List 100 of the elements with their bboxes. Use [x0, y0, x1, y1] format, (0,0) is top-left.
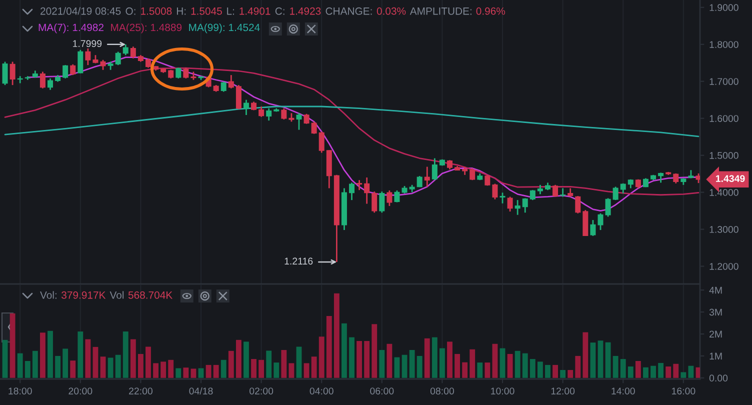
- bar: [590, 342, 596, 378]
- bar: [356, 341, 362, 378]
- annotation: Vol: [110, 291, 124, 299]
- candlestick: [220, 81, 226, 92]
- annotation: CHANGE:: [326, 7, 372, 15]
- bar: [680, 372, 686, 378]
- candlestick: [243, 99, 249, 116]
- bar: [85, 339, 91, 378]
- annotation: L:: [227, 8, 234, 15]
- bar: [115, 354, 121, 378]
- candlestick: [372, 190, 378, 214]
- x-tick-label: 22:00: [129, 388, 152, 394]
- bar: [311, 356, 317, 378]
- bar: [620, 359, 626, 378]
- candlestick: [590, 219, 596, 237]
- bar: [522, 353, 528, 378]
- bar: [190, 368, 196, 378]
- bar: [484, 362, 490, 378]
- bar: [100, 356, 106, 378]
- candlestick: [514, 199, 520, 216]
- bar: [342, 323, 347, 378]
- bar: [130, 339, 136, 378]
- annotation: 1.4923: [290, 7, 321, 15]
- bar: [537, 362, 543, 378]
- bar: [160, 362, 166, 378]
- bar: [386, 344, 392, 378]
- bar: [402, 354, 408, 378]
- x-tick-label: 06:00: [370, 388, 394, 394]
- candlestick: [122, 44, 128, 56]
- candlestick: [537, 184, 543, 195]
- bar: [318, 336, 324, 378]
- text: MA(25): 1.4889: [111, 24, 182, 34]
- x-tick-label: 04/18: [189, 387, 213, 394]
- x-tick-label: 02:00: [250, 388, 274, 394]
- line-series: [4, 67, 700, 196]
- annotation: AMPLITUDE:: [410, 8, 472, 15]
- bar: [122, 332, 128, 378]
- annotation: 1.5008: [141, 7, 172, 15]
- bar: [424, 338, 430, 378]
- bar: [206, 364, 212, 378]
- candlestick: [176, 66, 182, 80]
- bar: [138, 354, 144, 378]
- candlestick: [266, 108, 272, 122]
- candlestick: [386, 190, 392, 207]
- candlestick: [145, 58, 151, 68]
- candlestick: [598, 212, 604, 231]
- annotation: 1.4901: [240, 7, 270, 15]
- bar: [477, 362, 483, 378]
- candlestick: [78, 49, 84, 74]
- bar: [55, 356, 61, 378]
- bar: [454, 354, 460, 378]
- candlestick: [258, 106, 264, 118]
- candlestick: [364, 176, 370, 204]
- candlestick: [2, 61, 8, 86]
- bar: [220, 360, 226, 378]
- candlestick: [612, 186, 618, 201]
- candlestick: [236, 84, 242, 110]
- bar: [274, 362, 280, 378]
- y-tick-label: 1.5000: [710, 152, 738, 159]
- x-tick-label: 12:00: [551, 388, 575, 394]
- candlestick: [500, 192, 506, 204]
- annotation: 568.704K: [128, 291, 172, 299]
- bar: [92, 346, 98, 378]
- bar: [379, 350, 385, 378]
- bar: [183, 368, 189, 378]
- bar: [213, 364, 219, 378]
- bar: [492, 344, 498, 378]
- candlestick: [130, 46, 136, 60]
- bar: [507, 354, 513, 378]
- bar: [598, 340, 604, 378]
- bar: [530, 359, 536, 378]
- bar: [372, 324, 378, 378]
- bar: [78, 332, 84, 378]
- candlestick: [696, 172, 700, 184]
- annotation: 379.917K: [62, 291, 106, 299]
- bar: [326, 316, 332, 378]
- candlestick: [47, 78, 54, 91]
- x-tick-label: 08:00: [430, 388, 454, 394]
- bar: [500, 348, 506, 378]
- text: MA(7): 1.4982: [38, 24, 104, 34]
- bar: [153, 363, 158, 378]
- candlestick: [70, 64, 76, 76]
- bar: [258, 360, 264, 378]
- x-tick-label: 20:00: [68, 388, 92, 394]
- bar: [168, 360, 174, 378]
- bar: [288, 363, 294, 378]
- y-tick-label: 3M: [709, 308, 722, 316]
- bar: [244, 342, 249, 378]
- bar: [32, 350, 38, 378]
- bar: [198, 368, 204, 378]
- candlestick: [228, 74, 234, 90]
- bar: [228, 350, 234, 378]
- candlestick: [10, 61, 16, 86]
- y-tick-label: 2M: [710, 330, 722, 338]
- bar: [416, 356, 422, 378]
- text: 2021/04/19 08:45: [40, 7, 121, 15]
- bar: [266, 350, 272, 378]
- annotation: 0.03%: [376, 7, 406, 15]
- candlestick: [605, 198, 611, 218]
- y-tick-label: 1.9000: [710, 4, 738, 12]
